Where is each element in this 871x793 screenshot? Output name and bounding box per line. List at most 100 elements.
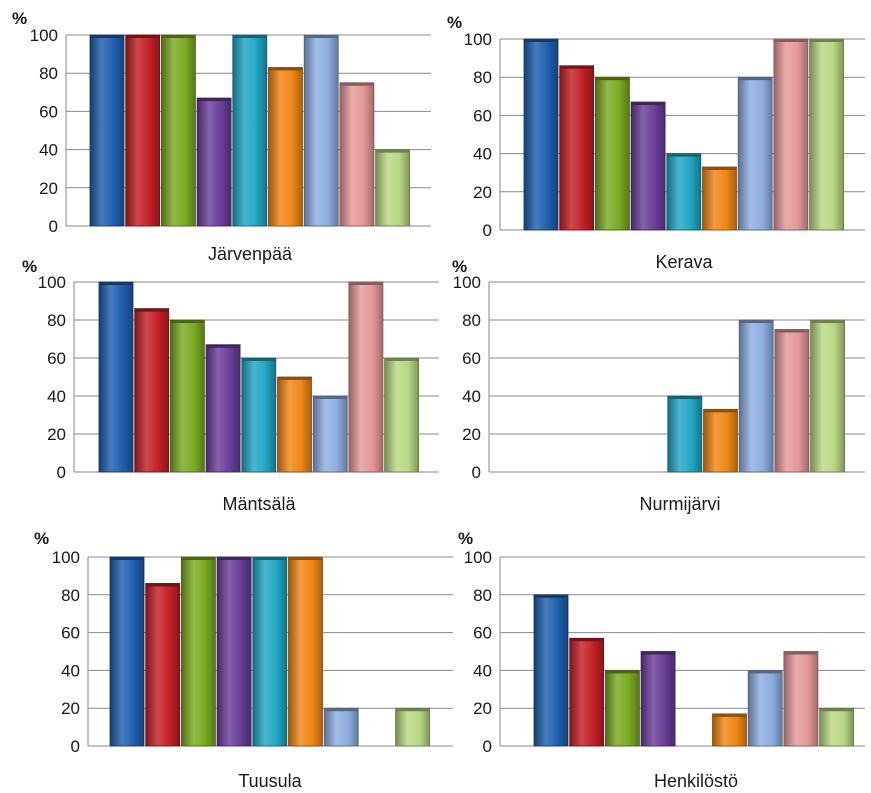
bar-top-edge: [704, 409, 737, 413]
bar: [819, 707, 854, 747]
y-tick-label: 60: [473, 624, 492, 643]
bar: [312, 395, 348, 473]
y-unit-label: %: [452, 257, 467, 276]
bar: [252, 556, 288, 747]
bar: [523, 38, 559, 231]
bar: [339, 82, 375, 227]
bar-top-edge: [641, 651, 675, 655]
bar: [89, 34, 125, 227]
bar-top-edge: [784, 651, 818, 655]
bar: [216, 556, 252, 747]
bar: [98, 281, 134, 473]
bar-top-edge: [146, 583, 180, 587]
bar-top-edge: [595, 77, 629, 81]
chart-title: Henkilöstö: [654, 771, 738, 791]
bar: [180, 556, 216, 747]
bar: [268, 67, 303, 227]
bar-top-edge: [738, 77, 772, 81]
bar: [169, 319, 205, 473]
bar-top-edge: [385, 358, 419, 361]
y-tick-label: 60: [39, 102, 58, 121]
bar-top-edge: [534, 594, 568, 598]
bar: [533, 594, 569, 747]
chart-title: Tuusula: [238, 771, 302, 791]
y-tick-label: 80: [47, 311, 66, 330]
bar: [205, 344, 241, 473]
bar: [145, 583, 181, 747]
bar: [667, 395, 703, 473]
bar: [809, 38, 844, 231]
y-tick-label: 80: [462, 311, 481, 330]
bar-top-edge: [126, 35, 160, 38]
y-unit-label: %: [22, 257, 37, 276]
y-tick-label: 80: [473, 68, 492, 87]
y-tick-label: 60: [47, 349, 66, 368]
bar: [395, 707, 431, 747]
bar: [702, 166, 737, 231]
bar-top-edge: [605, 670, 639, 674]
y-tick-label: 60: [61, 624, 80, 643]
y-tick-label: 100: [453, 273, 481, 292]
y-tick-label: 40: [473, 145, 492, 164]
y-tick-label: 100: [464, 30, 492, 49]
bar-top-edge: [90, 35, 124, 38]
y-tick-label: 20: [39, 179, 58, 198]
bar-top-edge: [289, 557, 322, 560]
chart-henkilosto: % Henkilöstö 0 20 40 60 80 100: [458, 529, 865, 791]
bar: [747, 670, 783, 747]
bar: [559, 65, 595, 231]
bar-top-edge: [340, 82, 374, 86]
bar-top-edge: [631, 102, 665, 106]
y-tick-label: 0: [49, 217, 58, 236]
y-tick-label: 0: [57, 463, 66, 482]
chart-title: Nurmijärvi: [640, 494, 721, 514]
y-tick-label: 20: [61, 699, 80, 718]
bar: [666, 153, 702, 231]
y-tick-label: 100: [38, 273, 66, 292]
bar-top-edge: [253, 557, 287, 560]
y-unit-label: %: [34, 529, 49, 548]
bar-top-edge: [99, 282, 133, 285]
bar-top-edge: [560, 65, 594, 69]
y-tick-label: 0: [71, 737, 80, 756]
bar: [774, 329, 810, 473]
y-tick-label: 20: [473, 699, 492, 718]
chart-title: Kerava: [655, 252, 713, 272]
chart-title: Järvenpää: [208, 244, 293, 264]
bar-top-edge: [110, 557, 144, 560]
bar-top-edge: [278, 377, 311, 380]
bar: [810, 319, 845, 473]
bar-top-edge: [349, 282, 383, 285]
bar-top-edge: [396, 708, 430, 712]
y-unit-label: %: [447, 13, 462, 32]
bar: [277, 376, 312, 473]
y-tick-label: 80: [473, 586, 492, 605]
bar: [737, 76, 773, 231]
bar: [595, 76, 630, 231]
chart-nurmijarvi: % Nurmijärvi 0 20 40 60 80 100: [452, 257, 865, 514]
bar-top-edge: [820, 708, 854, 712]
bar-top-edge: [739, 320, 773, 323]
bar: [712, 713, 747, 747]
bar: [134, 308, 170, 473]
bar-top-edge: [775, 329, 809, 333]
y-tick-label: 40: [473, 661, 492, 680]
bar: [323, 707, 359, 747]
y-tick-label: 60: [462, 349, 481, 368]
y-unit-label: %: [12, 9, 27, 28]
y-tick-label: 40: [39, 141, 58, 160]
bar-top-edge: [668, 396, 702, 399]
chart-title: Mäntsälä: [222, 494, 296, 514]
bar-top-edge: [774, 39, 808, 42]
bar: [630, 101, 666, 231]
bar: [125, 34, 161, 227]
bar: [241, 357, 277, 473]
bar-top-edge: [703, 166, 736, 170]
bar-top-edge: [667, 153, 701, 157]
chart-mantsala: % Mäntsälä 0 20 40 60 80 100: [22, 257, 439, 514]
bar-top-edge: [170, 320, 204, 323]
bar-top-edge: [181, 557, 215, 560]
bar: [303, 34, 339, 227]
y-tick-label: 0: [483, 221, 492, 240]
bar-top-edge: [570, 638, 604, 642]
